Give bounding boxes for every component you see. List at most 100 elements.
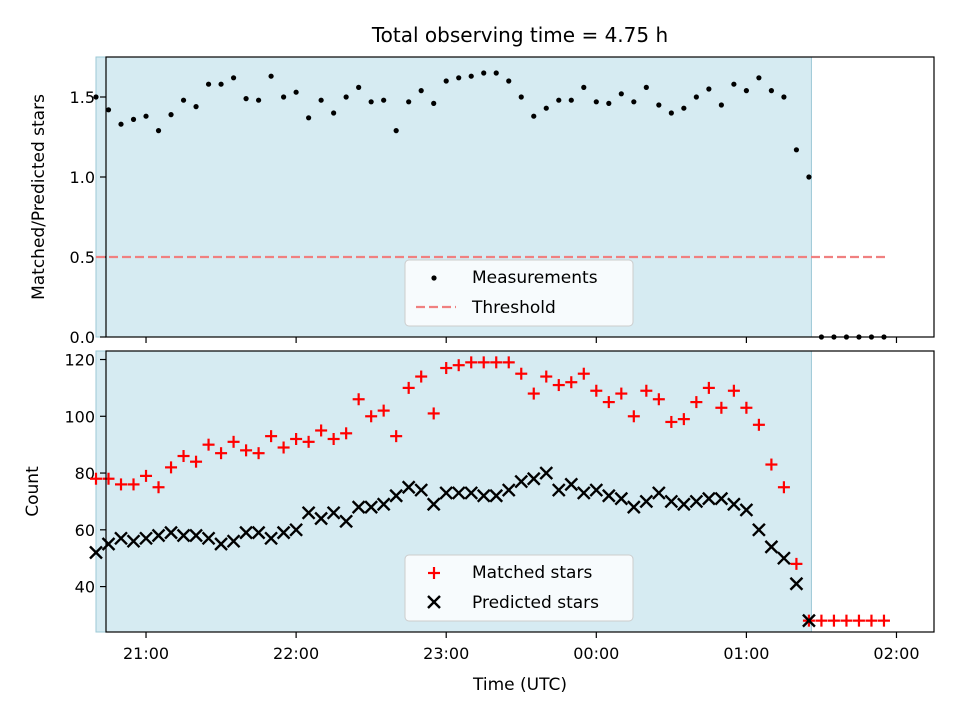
matched-star-point [840, 614, 853, 627]
y-tick-label: 80 [75, 464, 95, 483]
matched-star-point [227, 435, 240, 448]
y-tick-label: 120 [64, 351, 95, 370]
predicted-star-point [777, 551, 791, 566]
matched-star-point [302, 435, 315, 448]
measurement-point [368, 99, 374, 105]
predicted-star-point [289, 522, 303, 537]
matched-star-point [640, 384, 653, 397]
predicted-star-point [351, 500, 366, 514]
matched-star-point [752, 418, 765, 431]
matched-star-point [877, 614, 890, 627]
matched-star-point [827, 614, 840, 627]
measurement-point [643, 84, 649, 90]
predicted-star-point [677, 497, 691, 512]
x-tick-label: 00:00 [573, 644, 619, 663]
matched-star-point [290, 432, 303, 445]
matched-star-point [602, 396, 615, 409]
matched-star-point [240, 444, 253, 457]
measurement-point [318, 97, 324, 103]
measurement-point [531, 113, 537, 119]
matched-star-point [465, 356, 478, 369]
matched-star-point [140, 469, 153, 482]
matched-star-point [365, 410, 378, 423]
matched-star-point [377, 404, 390, 417]
y-tick-label: 100 [64, 407, 95, 426]
measurement-point [243, 96, 249, 102]
measurement-point [193, 104, 199, 110]
matched-star-point [677, 413, 690, 426]
measurement-point [731, 81, 737, 87]
legend-label: Matched stars [472, 563, 592, 583]
matched-star-point [127, 478, 140, 491]
predicted-star-point [501, 483, 516, 497]
measurement-point [168, 112, 174, 118]
matched-star-point [202, 438, 215, 451]
matched-star-point [790, 557, 803, 570]
measurement-point [756, 75, 762, 81]
predicted-star-point [514, 474, 529, 489]
measurement-point [456, 75, 462, 81]
predicted-star-point [439, 486, 454, 500]
measurement-legend-marker [431, 275, 437, 281]
predicted-star-point [301, 505, 316, 520]
measurement-point [180, 97, 187, 103]
matched-star-point [715, 401, 728, 414]
legend: Matched stars Predicted stars [404, 554, 634, 622]
y-tick-label: 0.5 [70, 248, 95, 267]
x-tick-label: 01:00 [723, 644, 769, 663]
measurement-point [481, 70, 487, 76]
measurement-point [668, 110, 674, 116]
measurement-point [406, 99, 412, 105]
measurement-point [606, 100, 612, 106]
predicted-star-point [276, 525, 291, 540]
matched-star-point [615, 387, 628, 400]
measurement-point [306, 115, 312, 121]
measurement-point [581, 84, 587, 90]
predicted-star-point [251, 525, 266, 540]
predicted-star-point [214, 537, 228, 551]
predicted-star-point [589, 483, 604, 497]
measurement-point [343, 94, 349, 100]
legend-label: Predicted stars [472, 593, 599, 613]
measurement-point [768, 88, 775, 94]
matched-star-point [165, 461, 178, 474]
predicted-star-point [727, 497, 741, 512]
measurement-point [806, 174, 812, 180]
matched-star-point [527, 387, 540, 400]
count-panel: 40 60 80 100 120 21:00 22:00 23:00 00:00 01:00 02… [23, 350, 935, 695]
measurement-point [218, 81, 224, 87]
predicted-star-point [364, 500, 379, 514]
predicted-star-point [201, 531, 216, 546]
measurement-point [693, 94, 699, 100]
predicted-star-point [689, 494, 704, 509]
measurement-point [543, 105, 549, 111]
measurement-point [268, 73, 274, 79]
matched-star-point [315, 424, 328, 437]
measurement-point [143, 113, 149, 119]
predicted-star-point [414, 483, 429, 497]
measurement-point [631, 99, 637, 105]
matched-star-point [852, 614, 865, 627]
predicted-star-point [401, 480, 416, 495]
measurement-point [205, 81, 212, 87]
measurement-point [418, 88, 424, 94]
matched-star-point [340, 427, 353, 440]
predicted-star-point [702, 491, 716, 506]
predicted-star-point [614, 491, 629, 506]
matched-stars-series [89, 356, 890, 627]
matched-star-point [627, 410, 640, 423]
measurement-point [293, 89, 299, 95]
measurement-point [331, 110, 337, 116]
predicted-star-point [339, 514, 353, 529]
predicted-star-point [314, 511, 328, 526]
x-tick-label: 22:00 [273, 644, 319, 663]
matched-star-point [540, 370, 553, 383]
predicted-star-point [576, 486, 591, 500]
matched-star-point [740, 401, 753, 414]
measurement-point [443, 78, 449, 84]
predicted-star-point [326, 505, 341, 520]
matched-star-point [815, 614, 828, 627]
measurement-point [718, 102, 724, 108]
matched-star-point [265, 430, 278, 443]
plot-frame [105, 56, 935, 338]
